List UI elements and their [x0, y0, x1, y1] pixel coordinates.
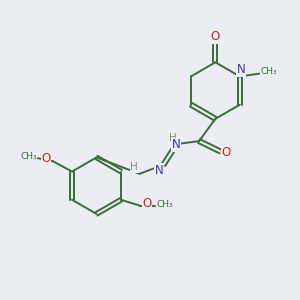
- Text: O: O: [211, 30, 220, 43]
- Text: O: O: [142, 197, 152, 210]
- Text: CH₃: CH₃: [261, 68, 277, 76]
- Text: H: H: [130, 162, 138, 172]
- Text: CH₃: CH₃: [20, 152, 37, 161]
- Text: N: N: [172, 138, 181, 151]
- Text: CH₃: CH₃: [156, 200, 173, 209]
- Text: O: O: [42, 152, 51, 165]
- Text: N: N: [237, 63, 246, 76]
- Text: N: N: [154, 164, 163, 177]
- Text: H: H: [169, 133, 177, 142]
- Text: O: O: [221, 146, 230, 160]
